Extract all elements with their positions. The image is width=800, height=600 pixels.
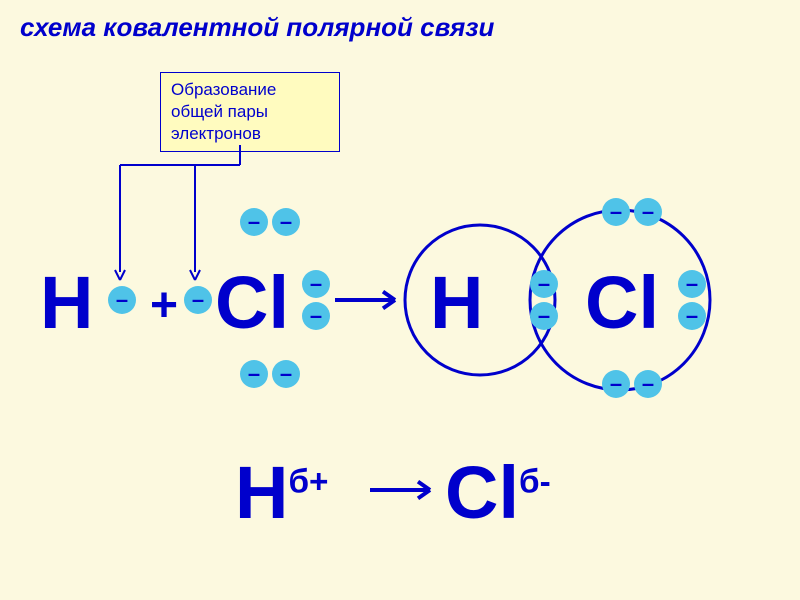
formula-h: Hб+	[235, 450, 328, 535]
e-cl2-right-b: –	[678, 302, 706, 330]
callout-box: Образование общей пары электронов	[160, 72, 340, 152]
e-cl2-top-b: –	[634, 198, 662, 226]
atom-cl-right: Cl	[585, 260, 659, 345]
e-cl2-bot-b: –	[634, 370, 662, 398]
e-cl1-right-b: –	[302, 302, 330, 330]
formula-h-text: H	[235, 451, 288, 534]
atom-h-right: H	[430, 260, 483, 345]
atom-h-left: H	[40, 260, 93, 345]
atom-cl-left: Cl	[215, 260, 289, 345]
e-shared-b: –	[530, 302, 558, 330]
e-cl2-right-a: –	[678, 270, 706, 298]
formula-cl-text: Cl	[445, 451, 519, 534]
diagram-title: схема ковалентной полярной связи	[20, 12, 494, 43]
e-cl2-top-a: –	[602, 198, 630, 226]
e-cl1-bot-a: –	[240, 360, 268, 388]
e-cl2-bot-a: –	[602, 370, 630, 398]
e-cl1-bot-b: –	[272, 360, 300, 388]
e-cl1-left: –	[184, 286, 212, 314]
e-h1: –	[108, 286, 136, 314]
reaction-arrows	[335, 292, 430, 499]
e-cl1-right-a: –	[302, 270, 330, 298]
formula-cl-charge: б-	[519, 463, 551, 500]
e-cl1-top-a: –	[240, 208, 268, 236]
plus-sign: +	[150, 278, 178, 333]
formula-cl: Clб-	[445, 450, 551, 535]
e-cl1-top-b: –	[272, 208, 300, 236]
e-shared-a: –	[530, 270, 558, 298]
formula-h-charge: б+	[288, 463, 328, 500]
